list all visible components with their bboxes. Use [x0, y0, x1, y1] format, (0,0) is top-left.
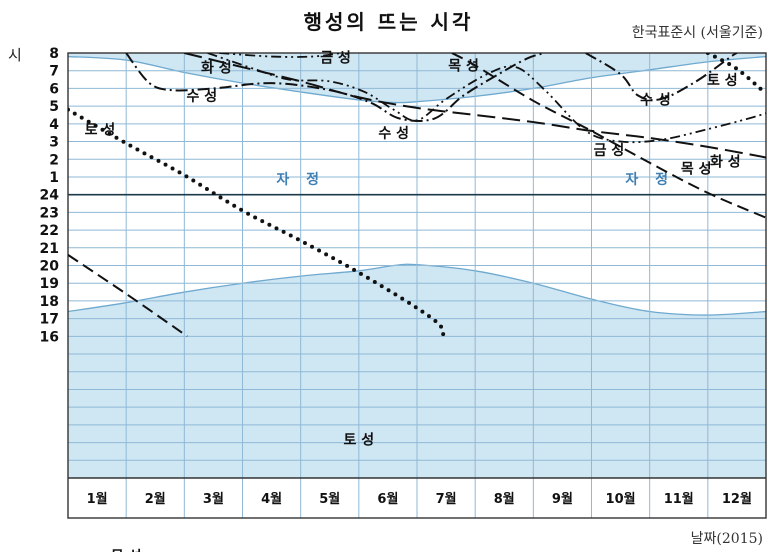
y-tick-label: 22: [40, 223, 59, 239]
series-label: 목 성: [448, 59, 479, 75]
x-tick-label: 6월: [377, 491, 398, 507]
x-tick-label: 1월: [87, 491, 108, 507]
x-tick-label: 10월: [606, 491, 636, 507]
y-tick-label: 1: [49, 170, 59, 186]
chart-title: 행성의 뜨는 시각: [303, 10, 474, 34]
x-tick-label: 8월: [494, 491, 515, 507]
series-label: 토 성: [707, 73, 738, 89]
x-tick-label: 4월: [261, 491, 282, 507]
x-axis-label: 날짜(2015): [690, 531, 763, 547]
y-tick-label: 6: [49, 81, 59, 97]
x-tick-label: 7월: [436, 491, 457, 507]
series-line: [68, 254, 188, 338]
y-tick-label: 18: [40, 294, 59, 310]
region-label: 자 정: [276, 171, 325, 188]
x-tick-label: 3월: [203, 491, 224, 507]
x-tick-label: 2월: [145, 491, 166, 507]
chart-subtitle: 한국표준시 (서울기준): [631, 25, 763, 41]
series-label: 목 성: [111, 549, 142, 552]
series-label: 토 성: [85, 122, 116, 138]
series-label: 금 성: [594, 143, 625, 159]
y-tick-label: 16: [40, 329, 59, 345]
evening-twilight-edge: [67, 263, 767, 316]
y-tick-label: 23: [40, 205, 59, 221]
y-tick-label: 21: [40, 241, 59, 257]
y-axis-label: 시: [8, 46, 22, 64]
series-line: [585, 53, 738, 102]
series-label: 화 성: [710, 154, 741, 170]
series-line: [184, 53, 766, 159]
region-label: 자 정: [625, 171, 674, 188]
y-tick-label: 5: [49, 99, 59, 115]
y-tick-label: 4: [49, 117, 59, 133]
series-label: 수 성: [640, 92, 671, 108]
x-tick-label: 5월: [319, 491, 340, 507]
y-tick-label: 20: [40, 259, 60, 275]
y-tick-label: 8: [49, 46, 59, 62]
series-label: 목 성: [681, 161, 712, 177]
y-tick-label: 2: [49, 152, 59, 168]
series-label: 수 성: [378, 126, 409, 142]
y-tick-label: 3: [49, 135, 59, 151]
x-tick-label: 11월: [664, 491, 694, 507]
series-line: [451, 53, 766, 219]
series-label: 토 성: [344, 432, 375, 448]
series-line: [207, 53, 766, 144]
series-label: 화 성: [201, 60, 232, 76]
x-tick-label: 9월: [552, 491, 573, 507]
series-line: [219, 53, 342, 58]
y-tick-label: 19: [40, 276, 59, 292]
plot-frame: [67, 52, 767, 519]
y-tick-label: 7: [49, 64, 59, 80]
series-label: 금 성: [320, 51, 351, 67]
series-line: [705, 53, 766, 96]
x-tick-label: 12월: [722, 491, 752, 507]
y-tick-label: 17: [40, 312, 59, 328]
y-tick-label: 24: [40, 188, 60, 204]
series-label: 수 성: [186, 89, 217, 105]
